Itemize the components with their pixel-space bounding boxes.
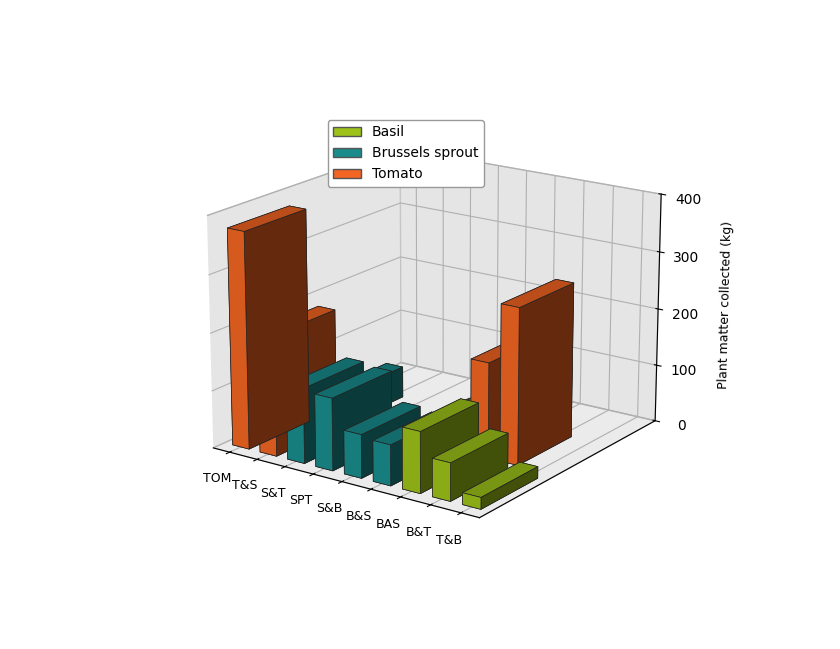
Legend: Basil, Brussels sprout, Tomato: Basil, Brussels sprout, Tomato [328,120,484,187]
